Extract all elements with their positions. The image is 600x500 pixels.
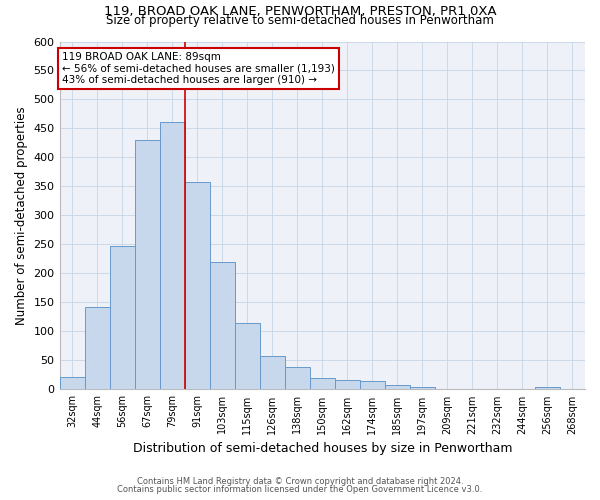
Text: 119 BROAD OAK LANE: 89sqm
← 56% of semi-detached houses are smaller (1,193)
43% : 119 BROAD OAK LANE: 89sqm ← 56% of semi-… [62,52,335,85]
Bar [160,122,185,390]
Bar [209,262,235,390]
Bar [335,380,360,390]
Bar [235,322,260,390]
X-axis label: Distribution of semi-detached houses by size in Penwortham: Distribution of semi-detached houses by … [133,442,512,455]
Bar [385,385,410,390]
Bar [59,376,85,390]
Bar [310,378,335,390]
Bar [285,368,310,390]
Y-axis label: Number of semi-detached properties: Number of semi-detached properties [15,106,28,325]
Bar [185,182,209,390]
Bar [110,246,134,390]
Bar [410,386,435,390]
Bar [360,382,385,390]
Text: Size of property relative to semi-detached houses in Penwortham: Size of property relative to semi-detach… [106,14,494,27]
Bar [260,356,285,390]
Bar [535,386,560,390]
Text: Contains public sector information licensed under the Open Government Licence v3: Contains public sector information licen… [118,485,482,494]
Text: Contains HM Land Registry data © Crown copyright and database right 2024.: Contains HM Land Registry data © Crown c… [137,477,463,486]
Text: 119, BROAD OAK LANE, PENWORTHAM, PRESTON, PR1 0XA: 119, BROAD OAK LANE, PENWORTHAM, PRESTON… [104,5,496,18]
Bar [85,307,110,390]
Bar [134,140,160,390]
